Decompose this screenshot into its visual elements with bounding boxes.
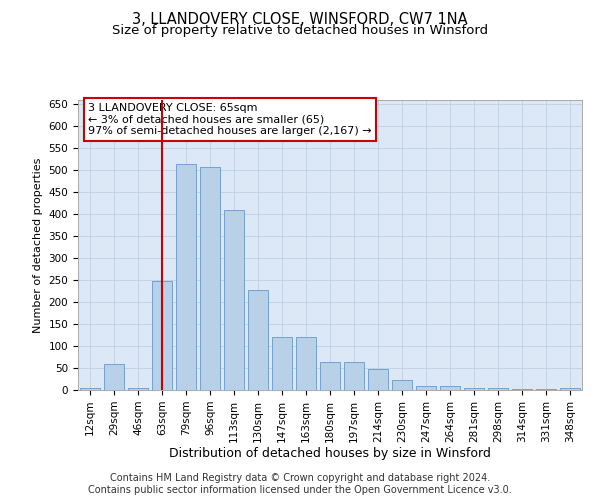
Text: Contains HM Land Registry data © Crown copyright and database right 2024.
Contai: Contains HM Land Registry data © Crown c… bbox=[88, 474, 512, 495]
Bar bbox=[296, 338, 316, 390]
Bar bbox=[368, 370, 388, 390]
Bar bbox=[200, 167, 220, 390]
Bar bbox=[320, 362, 340, 390]
Bar bbox=[512, 389, 532, 390]
Text: 3, LLANDOVERY CLOSE, WINSFORD, CW7 1NA: 3, LLANDOVERY CLOSE, WINSFORD, CW7 1NA bbox=[132, 12, 468, 28]
Bar bbox=[536, 389, 556, 390]
Bar bbox=[560, 388, 580, 390]
Bar bbox=[152, 281, 172, 390]
Bar bbox=[416, 386, 436, 390]
Bar bbox=[392, 380, 412, 390]
Bar bbox=[224, 210, 244, 390]
Bar bbox=[80, 388, 100, 390]
Bar bbox=[176, 164, 196, 390]
Bar bbox=[128, 388, 148, 390]
Bar bbox=[440, 386, 460, 390]
Bar bbox=[272, 338, 292, 390]
Bar bbox=[488, 388, 508, 390]
Bar bbox=[464, 388, 484, 390]
Text: 3 LLANDOVERY CLOSE: 65sqm
← 3% of detached houses are smaller (65)
97% of semi-d: 3 LLANDOVERY CLOSE: 65sqm ← 3% of detach… bbox=[88, 103, 372, 136]
Bar bbox=[104, 364, 124, 390]
Y-axis label: Number of detached properties: Number of detached properties bbox=[33, 158, 43, 332]
X-axis label: Distribution of detached houses by size in Winsford: Distribution of detached houses by size … bbox=[169, 448, 491, 460]
Text: Size of property relative to detached houses in Winsford: Size of property relative to detached ho… bbox=[112, 24, 488, 37]
Bar bbox=[344, 362, 364, 390]
Bar bbox=[248, 290, 268, 390]
